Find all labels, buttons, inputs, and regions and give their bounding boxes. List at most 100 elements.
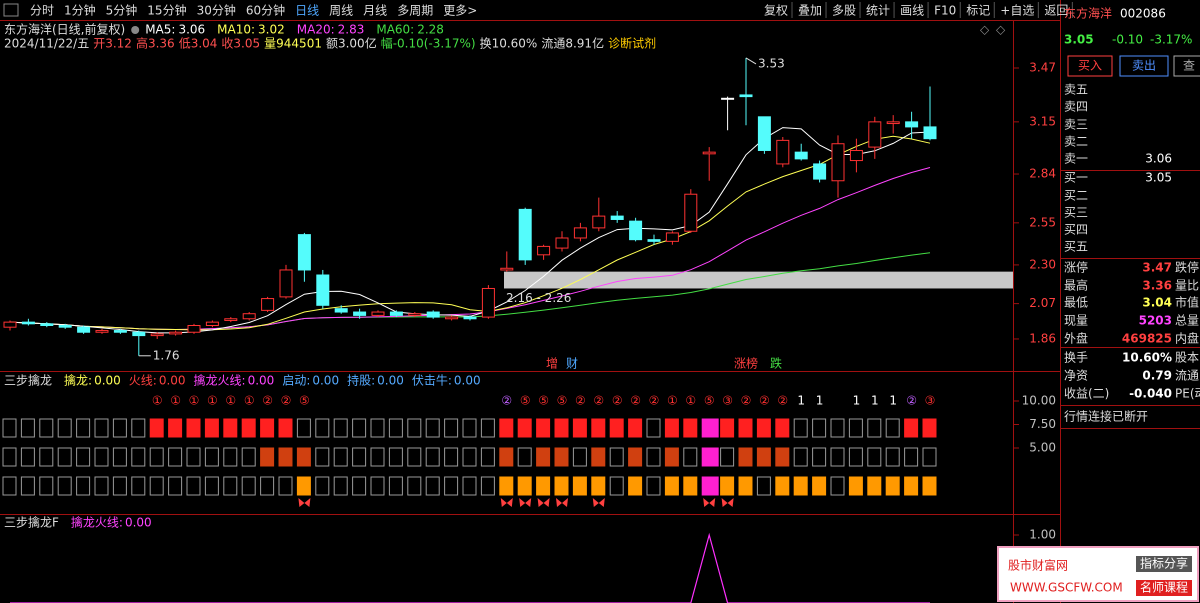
signal-box xyxy=(352,476,367,496)
trade-button-label: 查 xyxy=(1183,59,1195,73)
menu-icon[interactable] xyxy=(3,3,19,17)
signal-box xyxy=(315,476,330,496)
butterfly-flag xyxy=(500,498,513,507)
period-tab[interactable]: 15分钟 xyxy=(147,3,186,18)
signal-box xyxy=(646,476,661,496)
signal-box xyxy=(536,418,551,438)
signal-box xyxy=(94,447,109,467)
signal-box xyxy=(867,476,882,496)
candle-body xyxy=(757,116,771,151)
book-label: 卖五 xyxy=(1064,83,1088,97)
period-tab[interactable]: 30分钟 xyxy=(197,3,236,18)
trade-button[interactable] xyxy=(1067,55,1113,77)
period-tab[interactable]: 月线 xyxy=(363,4,387,18)
signal-box xyxy=(388,447,403,467)
tool-button[interactable]: 多股 xyxy=(832,4,856,18)
candle-body xyxy=(684,193,698,232)
period-tab[interactable]: 多周期 xyxy=(397,4,433,18)
event-marker: 跌 xyxy=(770,356,782,371)
stat-label-2: 股本 xyxy=(1175,351,1199,365)
signal-box xyxy=(149,418,164,438)
signal-box xyxy=(352,418,367,438)
signal-box xyxy=(112,418,127,438)
candle-body xyxy=(537,245,551,256)
signal-box xyxy=(462,476,477,496)
stock-name: 东方海洋 xyxy=(1064,6,1112,21)
signal-box xyxy=(76,476,91,496)
tool-button[interactable]: 返回 xyxy=(1044,4,1068,18)
tool-button[interactable]: 叠加 xyxy=(798,4,822,18)
signal-box xyxy=(904,447,919,467)
period-tab[interactable]: 日线 xyxy=(295,4,319,18)
signal-box xyxy=(333,476,348,496)
signal-box xyxy=(664,418,679,438)
price-tick-label: 2.55 xyxy=(1029,215,1056,229)
period-tab[interactable]: 60分钟 xyxy=(246,3,285,18)
tool-button[interactable]: +自选 xyxy=(1000,4,1034,18)
tool-button[interactable]: 复权 xyxy=(764,4,788,18)
signal-box xyxy=(701,418,719,438)
signal-box xyxy=(241,418,256,438)
tool-button[interactable]: 画线 xyxy=(900,4,924,18)
tool-button[interactable]: 标记 xyxy=(966,4,990,18)
signal-box xyxy=(425,418,440,438)
price-tick-label: 2.30 xyxy=(1029,257,1056,271)
signal-box xyxy=(554,476,569,496)
candle-body xyxy=(297,234,311,271)
candle-body xyxy=(776,139,790,165)
signal-box xyxy=(499,418,514,438)
signal-box xyxy=(536,447,551,467)
signal-box xyxy=(812,447,827,467)
signal-box xyxy=(793,476,808,496)
signal-box xyxy=(204,476,219,496)
signal-label: ② xyxy=(501,394,512,408)
connection-status: 行情连接已断开 xyxy=(1064,409,1148,424)
price-tick-label: 2.84 xyxy=(1029,167,1056,181)
chart-title: 东方海洋(日线,前复权) xyxy=(4,22,125,37)
signal-box xyxy=(922,476,937,496)
signal-box xyxy=(425,447,440,467)
signal-box xyxy=(848,447,863,467)
signal-label: 1 xyxy=(871,394,879,408)
signal-label: ⑤ xyxy=(299,394,310,408)
signal-box xyxy=(720,418,735,438)
period-tab[interactable]: 周线 xyxy=(329,4,353,18)
stat-value: 3.04 xyxy=(1142,296,1172,310)
signal-box xyxy=(775,476,790,496)
signal-box xyxy=(683,418,698,438)
trade-button[interactable] xyxy=(1119,55,1169,77)
period-tab[interactable]: 5分钟 xyxy=(106,3,138,18)
signal-label: ⑤ xyxy=(557,394,568,408)
ma-value: 3.06 xyxy=(178,23,205,37)
signal-box xyxy=(131,476,146,496)
indicator-tick-label: 5.00 xyxy=(1029,441,1056,455)
signal-label: ② xyxy=(593,394,604,408)
signal-box xyxy=(812,418,827,438)
signal-box xyxy=(867,447,882,467)
period-tab[interactable]: 更多> xyxy=(443,4,477,18)
candle-body xyxy=(21,321,35,325)
tool-button[interactable]: 统计 xyxy=(866,4,890,18)
signal-box xyxy=(830,418,845,438)
period-tab[interactable]: 分时 xyxy=(30,4,54,18)
book-label: 买二 xyxy=(1064,189,1088,203)
signal-box xyxy=(204,418,219,438)
trade-button[interactable] xyxy=(1173,55,1200,77)
butterfly-flag xyxy=(556,498,568,507)
signal-box xyxy=(683,447,698,467)
signal-box xyxy=(609,476,624,496)
candle-body xyxy=(132,331,146,337)
tool-button[interactable]: F10 xyxy=(934,4,956,18)
indicator-label: 擒龙火线: xyxy=(194,373,246,388)
butterfly-flag xyxy=(721,498,734,507)
stat-label-2: PE(动 xyxy=(1175,387,1200,401)
signal-box xyxy=(57,418,72,438)
candle-body xyxy=(113,330,127,333)
candle-body xyxy=(334,308,348,313)
period-tab[interactable]: 1分钟 xyxy=(64,3,96,18)
butterfly-flag xyxy=(298,498,311,507)
trade-button-label: 买入 xyxy=(1078,59,1102,73)
event-marker: 财 xyxy=(566,357,578,371)
